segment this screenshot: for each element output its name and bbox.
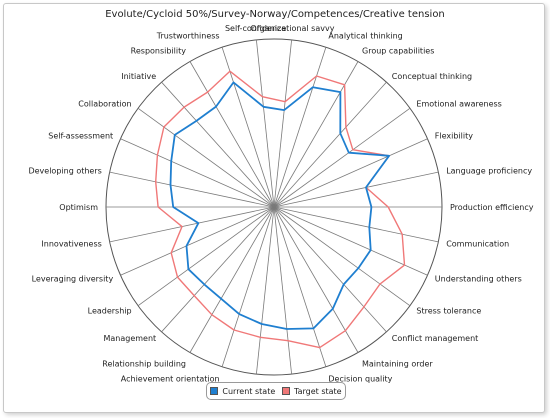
legend-label-current: Current state [222,386,276,396]
axis-label-achievement-orientation: Achievement orientation [121,374,220,383]
axis-label-production-efficiency: Production efficiency [450,203,534,212]
legend-item-target[interactable]: Target state [282,387,342,396]
radar-spoke [273,39,292,208]
axis-label-responsibility: Responsibility [131,47,187,56]
legend-swatch-current [210,387,219,395]
radar-spoke [109,206,275,243]
radar-spoke [273,81,387,208]
series-line-current-state[interactable] [169,81,391,330]
radar-spoke [221,206,275,367]
radar-spoke [273,171,439,208]
axis-label-organizational-savvy: Organizational savvy [250,24,334,33]
axis-label-language-proficiency: Language proficiency [446,166,532,175]
legend: Current state Target state [206,382,346,400]
axis-label-collaboration: Collaboration [78,100,131,109]
radar-spoke [256,39,275,208]
axis-label-decision-quality: Decision quality [328,374,392,383]
radar-spoke [161,81,275,208]
axis-label-innovativeness: Innovativeness [41,240,101,249]
axis-label-communication: Communication [446,240,509,249]
legend-item-current[interactable]: Current state [210,387,275,396]
axis-label-trustworthiness: Trustworthiness [156,32,220,41]
radar-spoke [273,206,327,367]
radar-spoke [273,138,428,208]
radar-spoke [189,61,275,208]
radar-spoke [189,206,275,353]
axis-label-understanding-others: Understanding others [435,275,522,284]
radar-spoke [273,206,387,333]
axis-label-initiative: Initiative [121,72,156,81]
radar-spoke [273,61,359,208]
radar-spoke [137,206,275,307]
radar-spoke [273,107,411,208]
axis-label-leadership: Leadership [88,307,132,316]
radar-spoke [161,206,275,333]
radar-spoke [273,206,359,353]
axis-label-management: Management [103,334,156,343]
axis-label-emotional-awareness: Emotional awareness [416,100,501,109]
radar-spoke [137,107,275,208]
axis-label-relationship-building: Relationship building [102,359,186,368]
legend-swatch-target [282,387,291,395]
radar-spoke [273,47,327,208]
chart-title: Evolute/Cycloid 50%/Survey-Norway/Compet… [105,9,445,20]
axis-label-self-confidence: Self-confidence [225,24,286,33]
radar-spoke [256,206,275,375]
radar-spoke [273,206,439,243]
radar-spoke [120,138,275,208]
radar-spoke [273,206,411,307]
axis-label-stress-tolerance: Stress tolerance [416,307,481,316]
radar-spoke [221,47,275,208]
radar-spoke [109,171,275,208]
axis-label-analytical-thinking: Analytical thinking [328,32,402,41]
axis-label-self-assessment: Self-assessment [48,131,113,140]
axis-label-flexibility: Flexibility [435,131,473,140]
axis-label-optimism: Optimism [59,203,98,212]
axis-label-conceptual-thinking: Conceptual thinking [392,72,472,81]
legend-label-target: Target state [294,386,342,396]
axis-label-leveraging-diversity: Leveraging diversity [32,275,114,284]
axis-label-group-capabilities: Group capabilities [362,47,434,56]
radar-spoke [120,206,275,276]
axis-label-maintaining-order: Maintaining order [362,359,433,368]
radar-spoke [273,206,292,375]
radar-spoke [273,206,428,276]
axis-label-conflict-management: Conflict management [392,334,478,343]
axis-label-developing-others: Developing others [28,166,101,175]
